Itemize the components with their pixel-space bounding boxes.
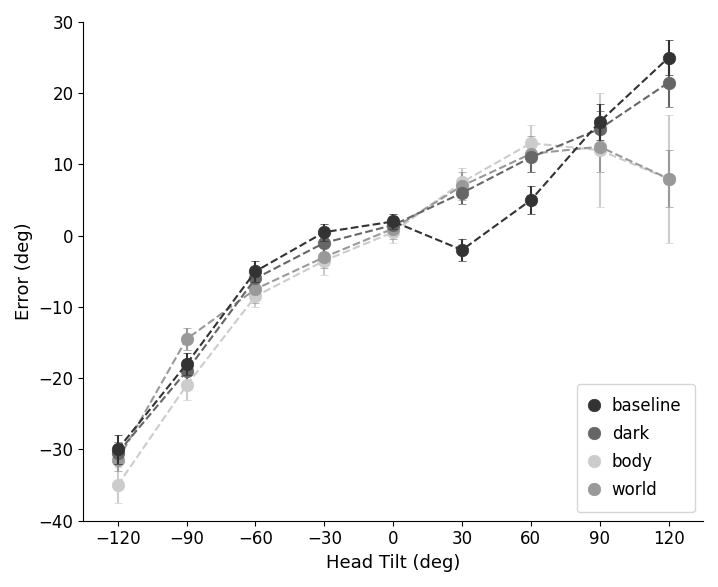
Legend: baseline, dark, body, world: baseline, dark, body, world bbox=[577, 384, 695, 512]
X-axis label: Head Tilt (deg): Head Tilt (deg) bbox=[326, 554, 460, 572]
Y-axis label: Error (deg): Error (deg) bbox=[15, 222, 33, 320]
